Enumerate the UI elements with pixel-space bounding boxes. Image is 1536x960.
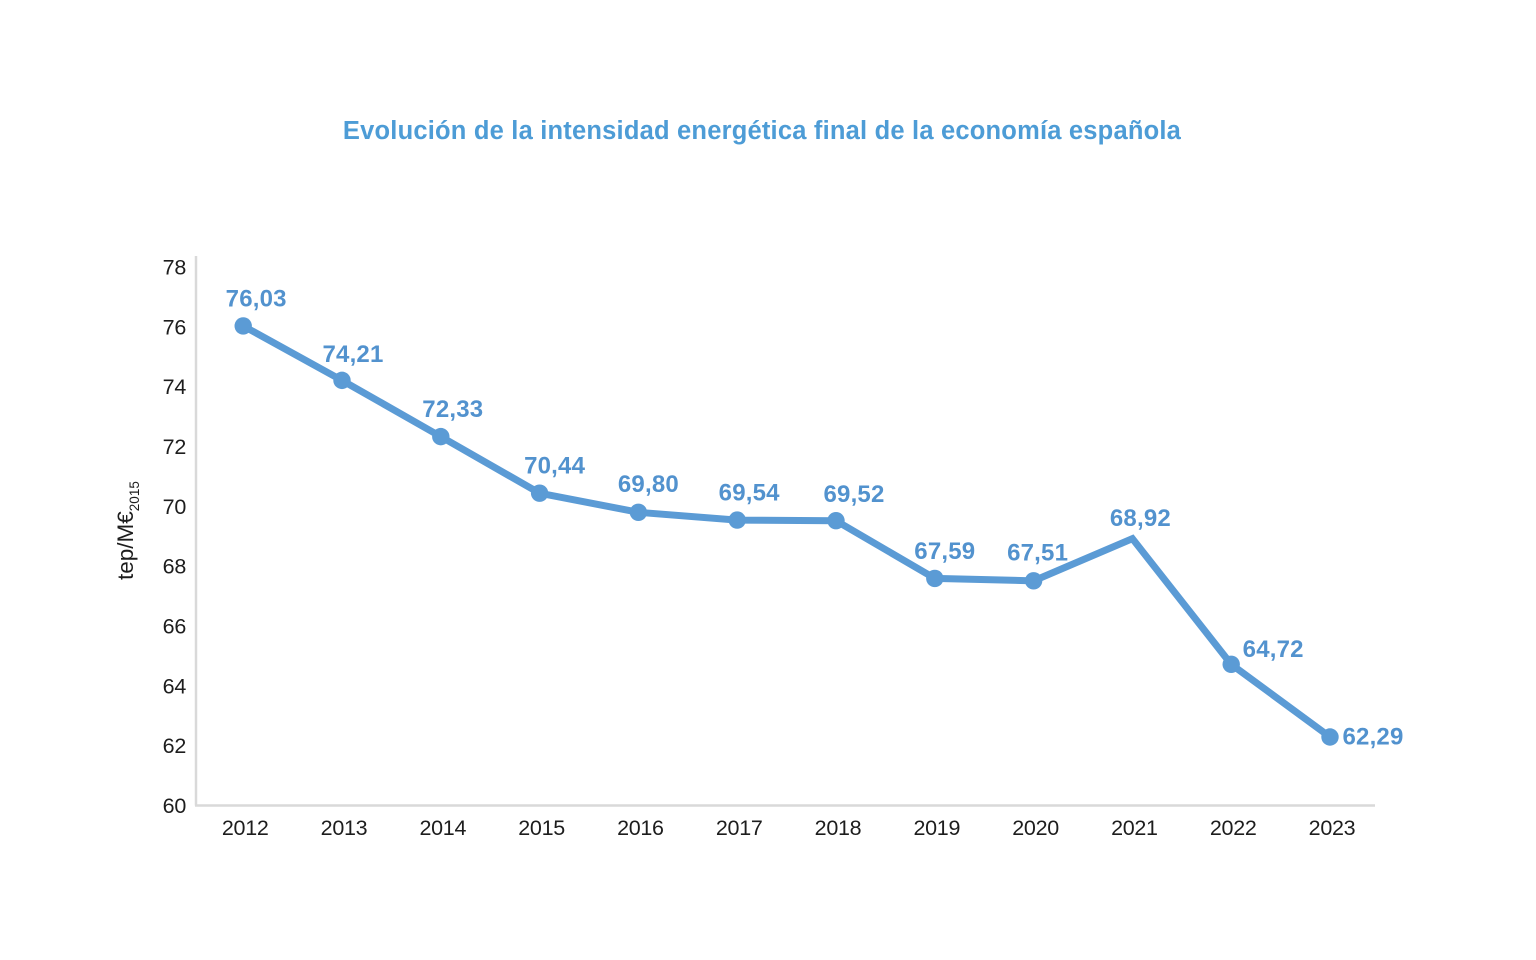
x-tick-label: 2015 [518,816,565,840]
y-tick-label: 64 [163,674,187,698]
y-tick-label: 66 [163,615,187,639]
x-tick-label: 2021 [1111,816,1158,840]
data-label: 67,59 [914,538,975,565]
data-point [1024,572,1043,590]
data-label: 62,29 [1342,723,1403,750]
data-label: 67,51 [1007,539,1068,566]
x-tick-label: 2019 [913,816,960,840]
data-point [827,511,845,530]
data-label: 72,33 [422,396,483,423]
data-label: 69,54 [719,480,781,507]
data-point [629,503,648,522]
x-tick-label: 2017 [716,816,763,840]
data-point [728,511,746,529]
x-tick-label: 2016 [617,816,664,840]
y-axis-title: tep/M€2015 [113,481,142,580]
x-tick-label: 2013 [321,816,368,840]
y-tick-label: 78 [163,256,187,280]
chart-title: Evolución de la intensidad energética fi… [342,117,1182,145]
x-tick-label: 2022 [1210,816,1257,840]
data-label: 70,44 [524,453,586,480]
x-tick-label: 2023 [1309,816,1356,840]
y-tick-label: 74 [163,375,187,399]
y-tick-label: 60 [163,794,187,818]
data-point [234,317,252,335]
data-label: 76,03 [226,285,287,312]
x-tick-label: 2018 [815,816,862,840]
data-point [926,569,944,588]
y-tick-label: 72 [163,435,186,459]
data-label: 68,92 [1110,505,1171,532]
data-point [432,427,450,446]
x-tick-label: 2012 [222,816,269,840]
data-label: 64,72 [1243,636,1304,663]
data-point [530,484,549,502]
data-point [1222,655,1240,673]
data-label: 74,21 [322,341,383,368]
y-tick-label: 68 [163,555,187,579]
data-point [1321,728,1339,746]
data-point [333,371,351,390]
y-tick-label: 62 [163,734,186,758]
y-tick-label: 70 [163,495,187,519]
data-label: 69,80 [618,471,679,498]
data-label: 69,52 [823,481,884,508]
series-line [239,322,1334,741]
x-tick-label: 2014 [419,816,466,840]
y-tick-label: 76 [163,315,187,339]
x-tick-label: 2020 [1012,816,1059,840]
